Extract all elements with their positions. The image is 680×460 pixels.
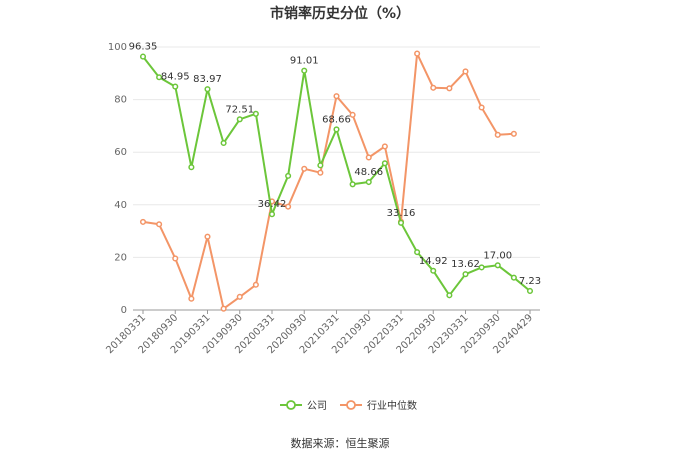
legend-marker (286, 400, 296, 410)
y-tick-label: 60 (114, 147, 127, 158)
data-point (446, 85, 453, 92)
data-point (430, 84, 437, 91)
data-source: 数据来源：恒生聚源 (291, 436, 390, 450)
data-label: 36.42 (258, 199, 287, 210)
data-label: 7.23 (519, 276, 541, 287)
data-point (204, 233, 211, 240)
data-point (365, 154, 372, 161)
data-point (526, 287, 534, 295)
data-point (172, 83, 179, 90)
data-point (446, 292, 453, 299)
data-point (381, 143, 388, 150)
data-label: 83.97 (193, 74, 222, 85)
data-point (462, 271, 469, 278)
data-point (381, 160, 388, 167)
data-point (220, 305, 227, 312)
data-point (333, 93, 340, 100)
data-point (317, 162, 324, 169)
series-group (139, 50, 534, 312)
data-point (414, 50, 421, 57)
data-point (333, 126, 340, 133)
data-point (220, 139, 227, 147)
y-tick-label: 100 (108, 42, 127, 53)
legend-marker (346, 400, 356, 410)
chart-title: 市销率历史分位（%） (270, 5, 410, 22)
y-tick-label: 20 (114, 252, 127, 263)
series-line-1 (142, 52, 514, 310)
data-point (494, 131, 501, 138)
legend-label: 公司 (307, 401, 327, 412)
data-point (188, 164, 195, 171)
data-point (236, 293, 243, 300)
data-point (172, 255, 179, 262)
data-point (236, 116, 243, 123)
data-point (317, 169, 324, 176)
data-point (139, 53, 147, 60)
legend-label: 行业中位数 (367, 399, 417, 412)
data-point (252, 110, 259, 117)
data-label: 33.16 (387, 208, 416, 219)
data-point (252, 281, 259, 288)
data-point (510, 274, 517, 281)
data-point (349, 111, 356, 118)
data-label: 13.62 (451, 259, 480, 270)
data-point (430, 267, 437, 274)
data-point (156, 74, 163, 81)
data-point (188, 295, 195, 302)
data-label: 48.66 (354, 167, 383, 178)
data-point (204, 86, 211, 93)
data-point (510, 130, 517, 137)
data-point (478, 104, 485, 111)
data-point (462, 68, 469, 75)
data-label: 14.92 (419, 256, 448, 267)
data-point (268, 211, 276, 218)
data-point (365, 178, 372, 186)
data-label: 84.95 (161, 72, 190, 83)
data-point (301, 67, 308, 74)
grid-lines (133, 46, 540, 311)
data-point (156, 221, 163, 228)
data-label: 91.01 (290, 56, 319, 67)
y-tick-label: 80 (114, 95, 127, 106)
data-labels: 96.35 84.95 83.97 72.51 36.42 91.01 68.66 48.66… (129, 42, 541, 287)
legend[interactable]: 公司 行业中位数 (280, 399, 417, 412)
data-point (397, 219, 405, 226)
data-point (414, 249, 421, 256)
data-point (285, 172, 292, 179)
data-label: 68.66 (322, 114, 351, 125)
data-point (494, 262, 501, 269)
data-label: 96.35 (129, 42, 158, 53)
data-label: 17.00 (483, 250, 512, 261)
x-axis: 2018033120180930201903312019093020200331… (104, 309, 540, 356)
data-point (301, 165, 308, 172)
legend-item-0[interactable]: 公司 (280, 400, 327, 412)
y-tick-label: 0 (121, 305, 127, 316)
y-axis: 0 20 40 60 80 100 (108, 42, 127, 316)
legend-item-1[interactable]: 行业中位数 (340, 399, 417, 412)
data-point (349, 181, 356, 188)
data-point (139, 218, 147, 225)
y-tick-label: 40 (114, 200, 127, 211)
data-label: 72.51 (225, 104, 254, 115)
data-point (285, 203, 292, 210)
data-point (478, 264, 485, 271)
